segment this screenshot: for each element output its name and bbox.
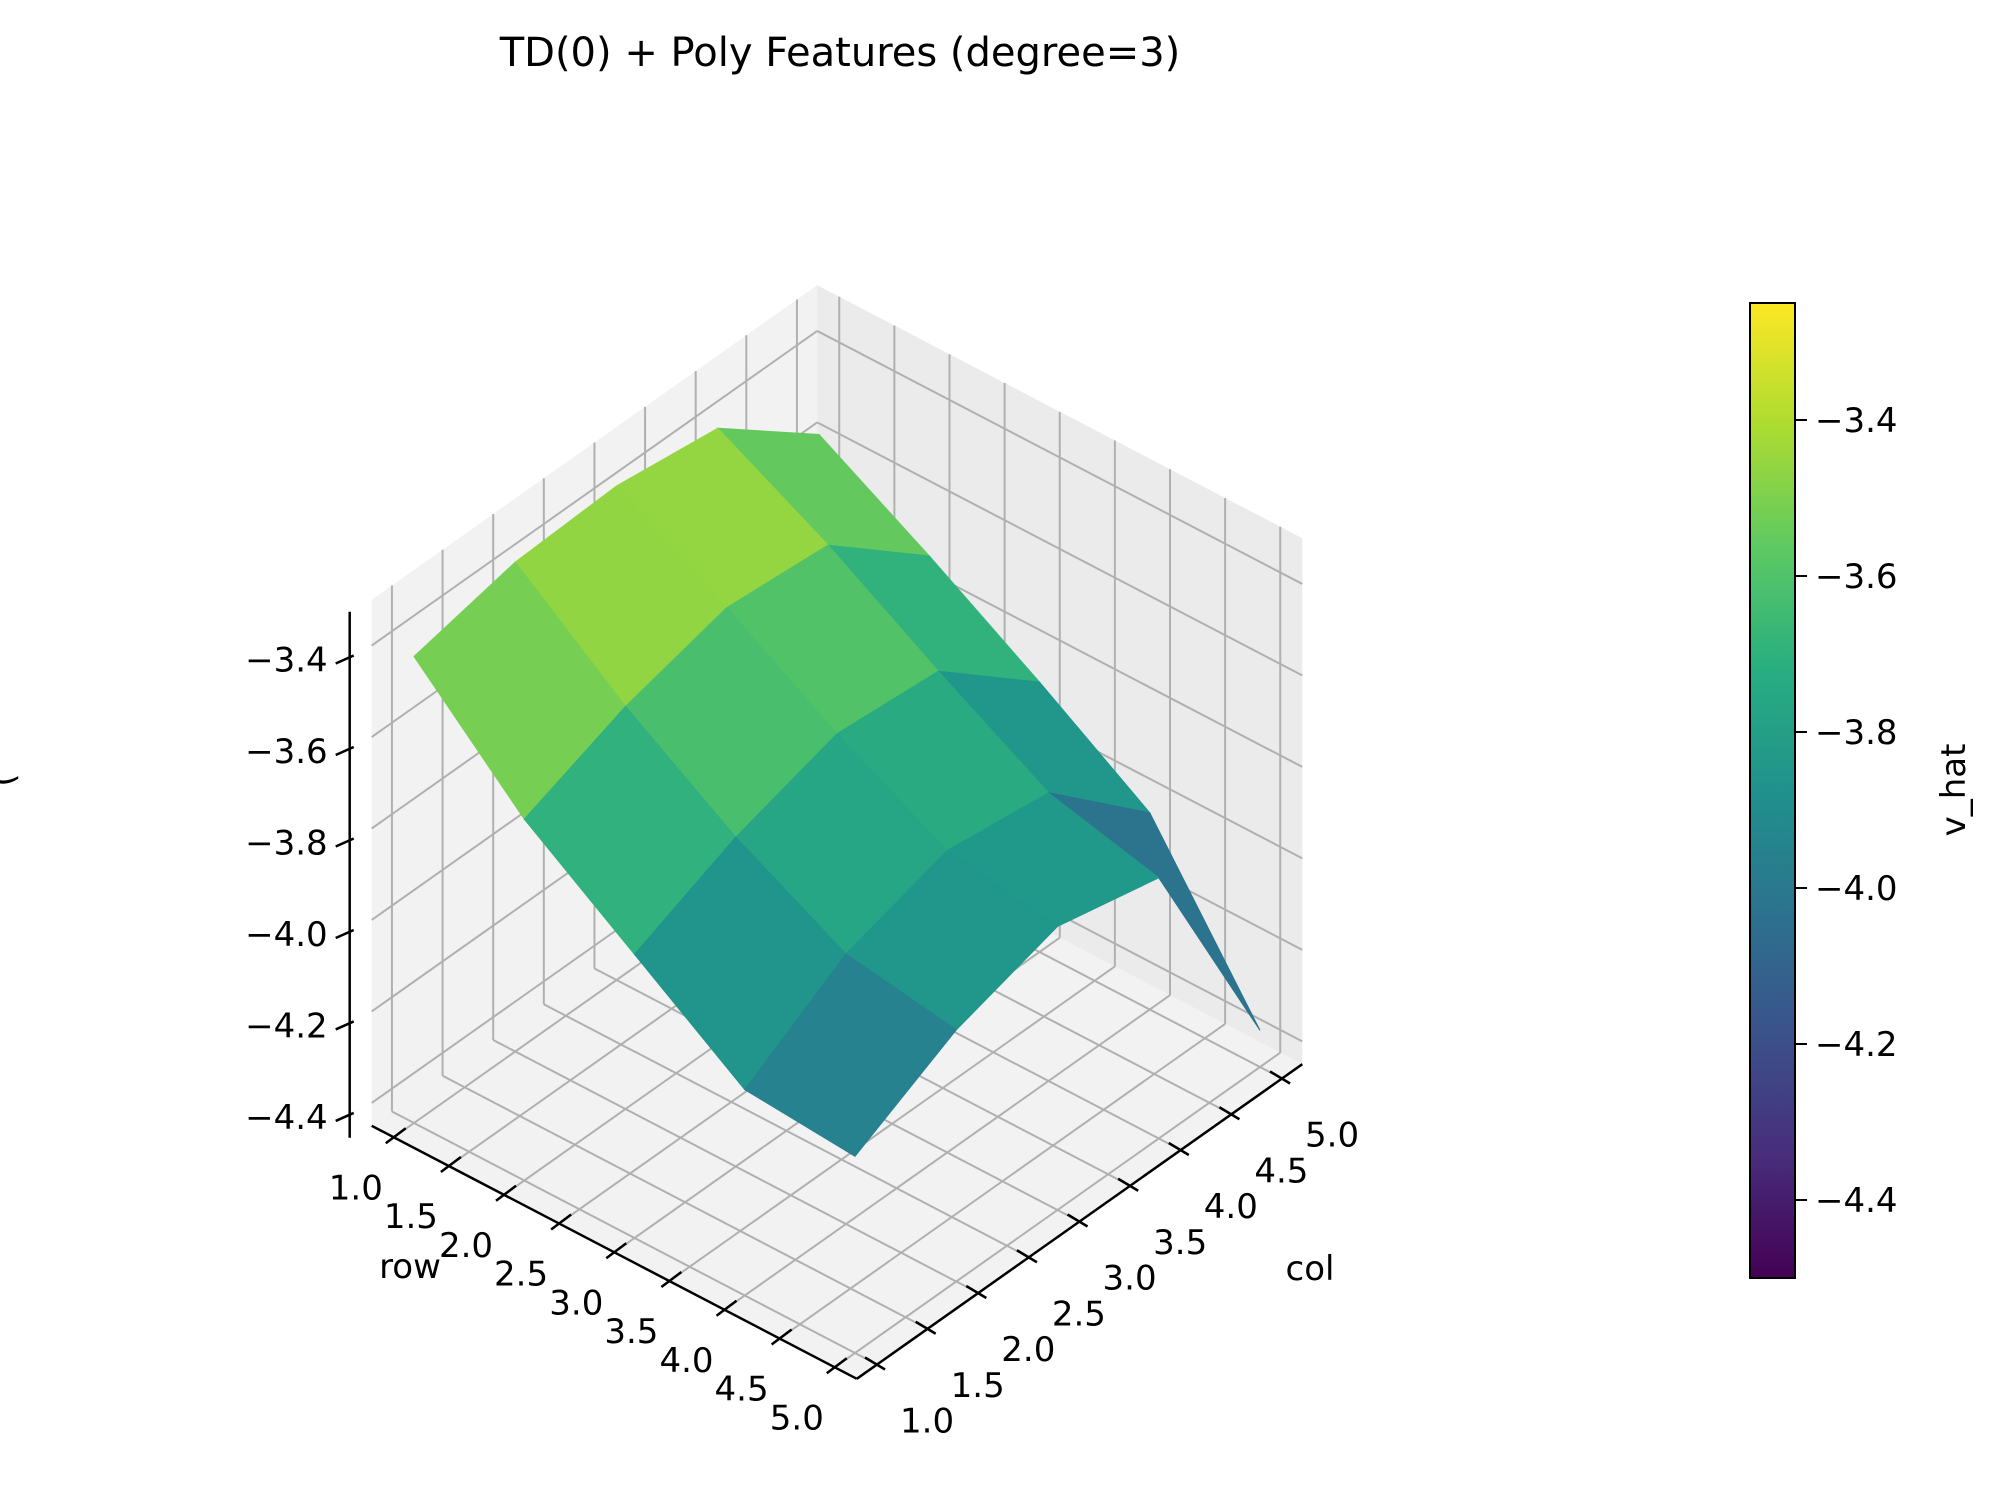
z-tick-mark xyxy=(335,1020,355,1031)
z-tick-mark xyxy=(335,745,355,757)
y-tick-label: 1.5 xyxy=(951,1366,1005,1406)
y-tick-mark xyxy=(1218,1106,1241,1121)
y-tick-mark xyxy=(1168,1141,1190,1157)
y-tick-label: 5.0 xyxy=(1305,1116,1359,1156)
y-tick-mark xyxy=(1016,1249,1038,1264)
colorbar xyxy=(1749,302,1796,1279)
col-gridline-floor xyxy=(543,1003,1030,1259)
z-tick-label: −4.4 xyxy=(245,1098,328,1138)
colorbar-tick-label: −3.8 xyxy=(1815,713,1898,753)
z-tick-mark xyxy=(335,928,355,940)
z-tick-mark xyxy=(335,1111,355,1123)
colorbar-tick-label: −4.4 xyxy=(1815,1181,1898,1221)
x-tick-label: 3.0 xyxy=(549,1283,603,1323)
surface-patch xyxy=(744,953,958,1157)
tick-labels: 1.01.52.02.53.03.54.04.55.0 1.01.52.02.53… xyxy=(245,641,1359,1442)
x-tick-mark xyxy=(770,1328,793,1346)
z-tick-label: −3.4 xyxy=(245,641,328,681)
x-tick-mark xyxy=(495,1184,517,1202)
y-tick-label: 3.5 xyxy=(1153,1223,1207,1263)
col-gridline-floor xyxy=(391,1110,878,1366)
y-tick-mark xyxy=(1269,1070,1291,1085)
x-tick-mark xyxy=(826,1357,848,1375)
x-tick-label: 4.5 xyxy=(715,1370,769,1410)
colorbar-tick-label: −4.0 xyxy=(1815,869,1898,909)
z-axis-label: ( xyxy=(0,773,23,786)
x-tick-mark xyxy=(385,1127,407,1145)
z-tick-label: −4.2 xyxy=(245,1007,328,1047)
x-tick-mark xyxy=(660,1271,683,1289)
x-tick-mark xyxy=(550,1213,572,1231)
y-tick-mark xyxy=(1066,1213,1089,1228)
x-tick-label: 2.0 xyxy=(439,1226,493,1266)
col-gridline-floor xyxy=(492,1039,979,1294)
x-axis-label: row xyxy=(379,1247,441,1287)
x-tick-label: 1.5 xyxy=(384,1197,438,1237)
y-tick-label: 4.5 xyxy=(1254,1151,1308,1191)
y-tick-label: 2.5 xyxy=(1052,1294,1106,1334)
colorbar-ticks: −3.4 −3.6 −3.8 −4.0 −4.2 −4.4 xyxy=(1795,401,1898,1221)
x-tick-label: 4.0 xyxy=(659,1341,713,1381)
x-tick-label: 3.5 xyxy=(604,1312,658,1352)
chart-title: TD(0) + Poly Features (degree=3) xyxy=(499,30,1181,76)
y-tick-label: 4.0 xyxy=(1204,1187,1258,1227)
z-gridline-right xyxy=(816,330,1303,585)
x-tick-mark xyxy=(715,1299,738,1317)
y-axis-label: col xyxy=(1286,1249,1335,1289)
colorbar-label: v_hat xyxy=(1934,744,1974,837)
y-tick-label: 1.0 xyxy=(900,1402,954,1442)
y-tick-mark xyxy=(1117,1177,1139,1192)
y-tick-label: 2.0 xyxy=(1001,1330,1055,1370)
z-tick-label: −3.6 xyxy=(245,732,328,772)
col-gridline-floor xyxy=(442,1074,929,1330)
z-tick-mark xyxy=(335,837,355,848)
colorbar-tick-label: −4.2 xyxy=(1815,1025,1898,1065)
surface-mesh xyxy=(413,427,1261,1157)
colorbar-tick-label: −3.4 xyxy=(1815,401,1898,441)
axis-lines xyxy=(335,611,1304,1380)
z-gridline-left xyxy=(371,330,818,647)
colorbar-tick-label: −3.6 xyxy=(1815,557,1898,597)
y-tick-mark xyxy=(965,1284,987,1300)
x-tick-label: 1.0 xyxy=(329,1168,383,1208)
z-tick-mark xyxy=(335,654,355,665)
z-tick-label: −3.8 xyxy=(245,824,328,864)
x-tick-label: 2.5 xyxy=(494,1255,548,1295)
z-tick-label: −4.0 xyxy=(245,915,328,955)
y-tick-mark xyxy=(915,1320,937,1335)
z-gridline-right xyxy=(816,421,1303,677)
y-tick-mark xyxy=(864,1356,886,1371)
x-tick-mark xyxy=(440,1156,462,1174)
y-tick-label: 3.0 xyxy=(1103,1259,1157,1299)
x-tick-label: 5.0 xyxy=(770,1398,824,1438)
x-tick-mark xyxy=(605,1242,627,1260)
